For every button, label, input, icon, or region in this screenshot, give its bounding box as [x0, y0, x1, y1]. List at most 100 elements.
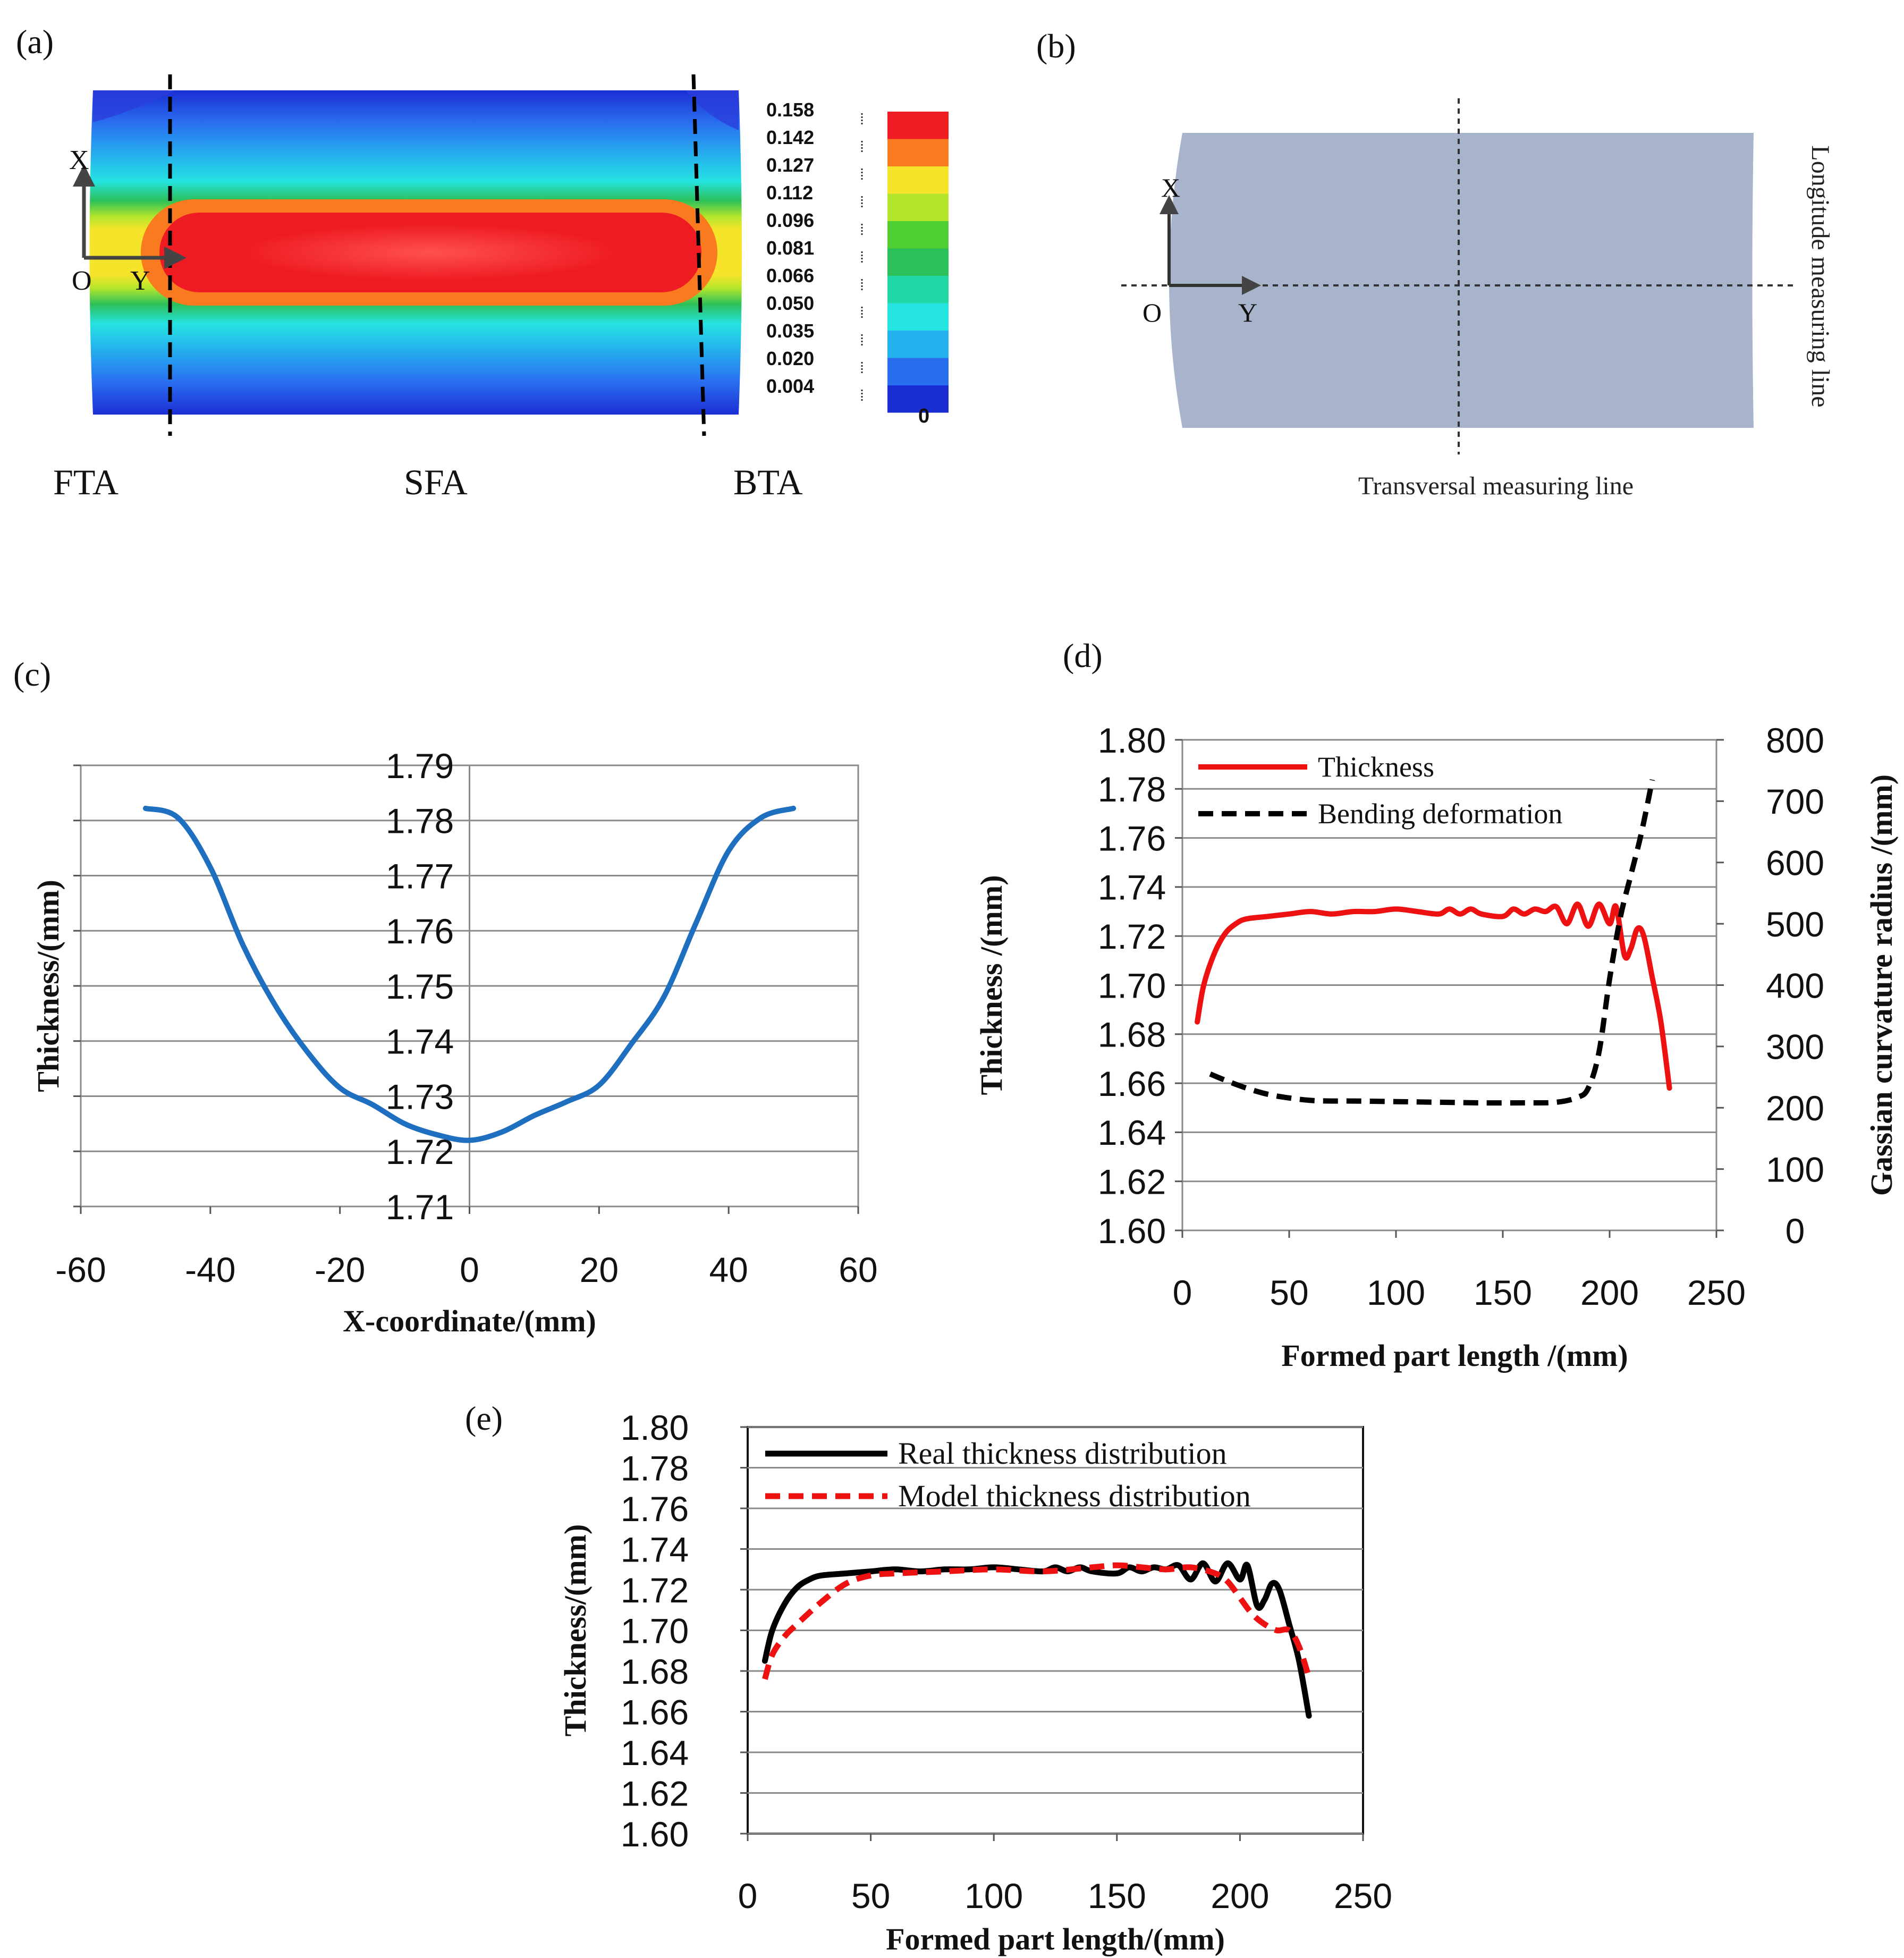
chart-c: 1.711.721.731.741.751.761.771.781.79-60-…	[31, 746, 878, 1338]
legend-value: 0.127	[766, 154, 814, 176]
y2-tick-label: 300	[1766, 1027, 1824, 1067]
contour-corner-right	[686, 90, 739, 130]
y-tick-label: 1.76	[1098, 818, 1166, 858]
x-tick-label: -40	[185, 1250, 235, 1289]
panel-label-e: (e)	[465, 1399, 503, 1437]
x-tick-label: 50	[1270, 1273, 1308, 1312]
y2-tick-label: 800	[1766, 721, 1824, 760]
x-tick-label: 0	[460, 1250, 479, 1289]
x-tick-label: 100	[1367, 1273, 1425, 1312]
axis-y-label: Y	[130, 266, 150, 296]
y-axis-title: Thickness /(mm)	[974, 875, 1009, 1095]
y-tick-label: 1.66	[1098, 1064, 1166, 1103]
axis-x-label-b: X	[1161, 173, 1180, 202]
y-tick-label: 1.64	[1098, 1113, 1166, 1152]
y-tick-label: 1.60	[621, 1814, 689, 1854]
legend-label: Thickness	[1318, 751, 1434, 783]
legend-label: Bending deformation	[1318, 798, 1562, 830]
y-tick-label: 1.68	[1098, 1015, 1166, 1054]
series-line	[142, 805, 797, 1143]
y-tick-label: 1.74	[1098, 868, 1166, 907]
y-tick-label: 1.80	[1098, 721, 1166, 760]
y-tick-label: 1.66	[621, 1692, 689, 1732]
legend-value: 0.066	[766, 265, 814, 286]
panel-label-a: (a)	[16, 23, 54, 61]
legend-swatch	[887, 221, 949, 249]
legend-swatch	[887, 248, 949, 276]
x-tick-label: 150	[1474, 1273, 1532, 1312]
x-tick-label: 40	[709, 1250, 748, 1289]
legend-swatch	[887, 331, 949, 358]
contour-core	[159, 213, 701, 292]
series-line	[761, 1560, 1312, 1719]
x-axis-title: X-coordinate/(mm)	[343, 1304, 596, 1338]
x-tick-label: 50	[851, 1876, 890, 1915]
legend-value: 0.096	[766, 209, 814, 231]
y2-tick-label: 700	[1766, 782, 1824, 821]
legend-swatch	[887, 112, 949, 139]
chart-d: 1.60 1.62 1.64 1.66 1.68 1.70 1.72 1.74 1.76 1.78…	[974, 721, 1899, 1373]
x-tick-label: 0	[738, 1876, 758, 1915]
x-tick-label: 200	[1211, 1876, 1269, 1915]
legend-swatch	[887, 303, 949, 331]
axis-origin-label-b: O	[1143, 298, 1162, 327]
axis-y-label-b: Y	[1238, 298, 1257, 327]
y-tick-label: 1.78	[1098, 770, 1166, 809]
x-tick-label: 100	[964, 1876, 1023, 1915]
legend-label: Real thickness distribution	[898, 1436, 1227, 1471]
y-tick-label: 1.72	[1098, 917, 1166, 956]
axis-origin-label: O	[72, 266, 92, 296]
panel-label-c: (c)	[13, 655, 51, 693]
y-tick-label: 1.76	[621, 1489, 689, 1529]
zone-label-sfa: SFA	[404, 462, 468, 502]
y-tick-label: 1.62	[621, 1774, 689, 1813]
y-tick-label: 1.74	[621, 1530, 689, 1569]
y2-tick-label: 200	[1766, 1088, 1824, 1128]
x-axis-title: Formed part length /(mm)	[1281, 1338, 1628, 1373]
y-tick-label: 1.72	[621, 1571, 689, 1610]
y2-tick-label: 500	[1766, 905, 1824, 944]
sheet	[1169, 133, 1754, 428]
legend-swatch	[887, 193, 949, 221]
legend-zero-label: 0	[918, 405, 929, 427]
y-tick-label: 1.71	[386, 1187, 454, 1227]
x-tick-label: 20	[580, 1250, 619, 1289]
x-tick-label: 200	[1580, 1273, 1639, 1312]
legend-swatch	[887, 166, 949, 194]
y-tick-label: 1.77	[386, 856, 454, 896]
y-axis-title: Thickness/(mm)	[558, 1524, 593, 1737]
contour-legend: 0.158 0.142 0.127 0.112 0.096 0.081 0.066 0.050…	[766, 99, 949, 413]
x-tick-label: 60	[839, 1250, 877, 1289]
y-tick-label: 1.68	[621, 1652, 689, 1691]
legend-value: 0.112	[766, 182, 813, 204]
y2-tick-label: 600	[1766, 843, 1824, 883]
legend-label: Model thickness distribution	[898, 1479, 1251, 1513]
y2-tick-label: 400	[1766, 966, 1824, 1005]
y-tick-label: 1.79	[386, 746, 454, 786]
y-tick-label: 1.75	[386, 967, 454, 1006]
zone-label-bta: BTA	[733, 462, 803, 502]
y-tick-label: 1.80	[621, 1408, 689, 1447]
legend-swatch	[887, 358, 949, 385]
y-tick-label: 1.62	[1098, 1162, 1166, 1201]
x-tick-label: -60	[55, 1250, 106, 1289]
x-axis-title: Formed part length/(mm)	[886, 1922, 1225, 1956]
y2-tick-label: 100	[1766, 1150, 1824, 1189]
legend-value: 0.050	[766, 292, 814, 314]
y-tick-label: 1.70	[1098, 966, 1166, 1005]
y2-axis-title: Gassian curvature radius /(mm)	[1864, 774, 1899, 1196]
x-tick-label: 150	[1088, 1876, 1146, 1915]
legend-value: 0.158	[766, 99, 814, 121]
y-tick-label: 1.78	[621, 1448, 689, 1488]
legend-value: 0.035	[766, 320, 814, 342]
y-tick-label: 1.73	[386, 1077, 454, 1116]
longitude-line-label: Longitude measuring line	[1806, 145, 1834, 407]
y2-tick-label: 0	[1785, 1211, 1805, 1251]
legend-swatch	[887, 276, 949, 303]
series-line	[762, 1562, 1312, 1680]
legend-value: 0.004	[766, 375, 814, 397]
y-tick-label: 1.78	[386, 801, 454, 841]
y-tick-label: 1.74	[386, 1022, 454, 1061]
y-tick-label: 1.64	[621, 1733, 689, 1773]
